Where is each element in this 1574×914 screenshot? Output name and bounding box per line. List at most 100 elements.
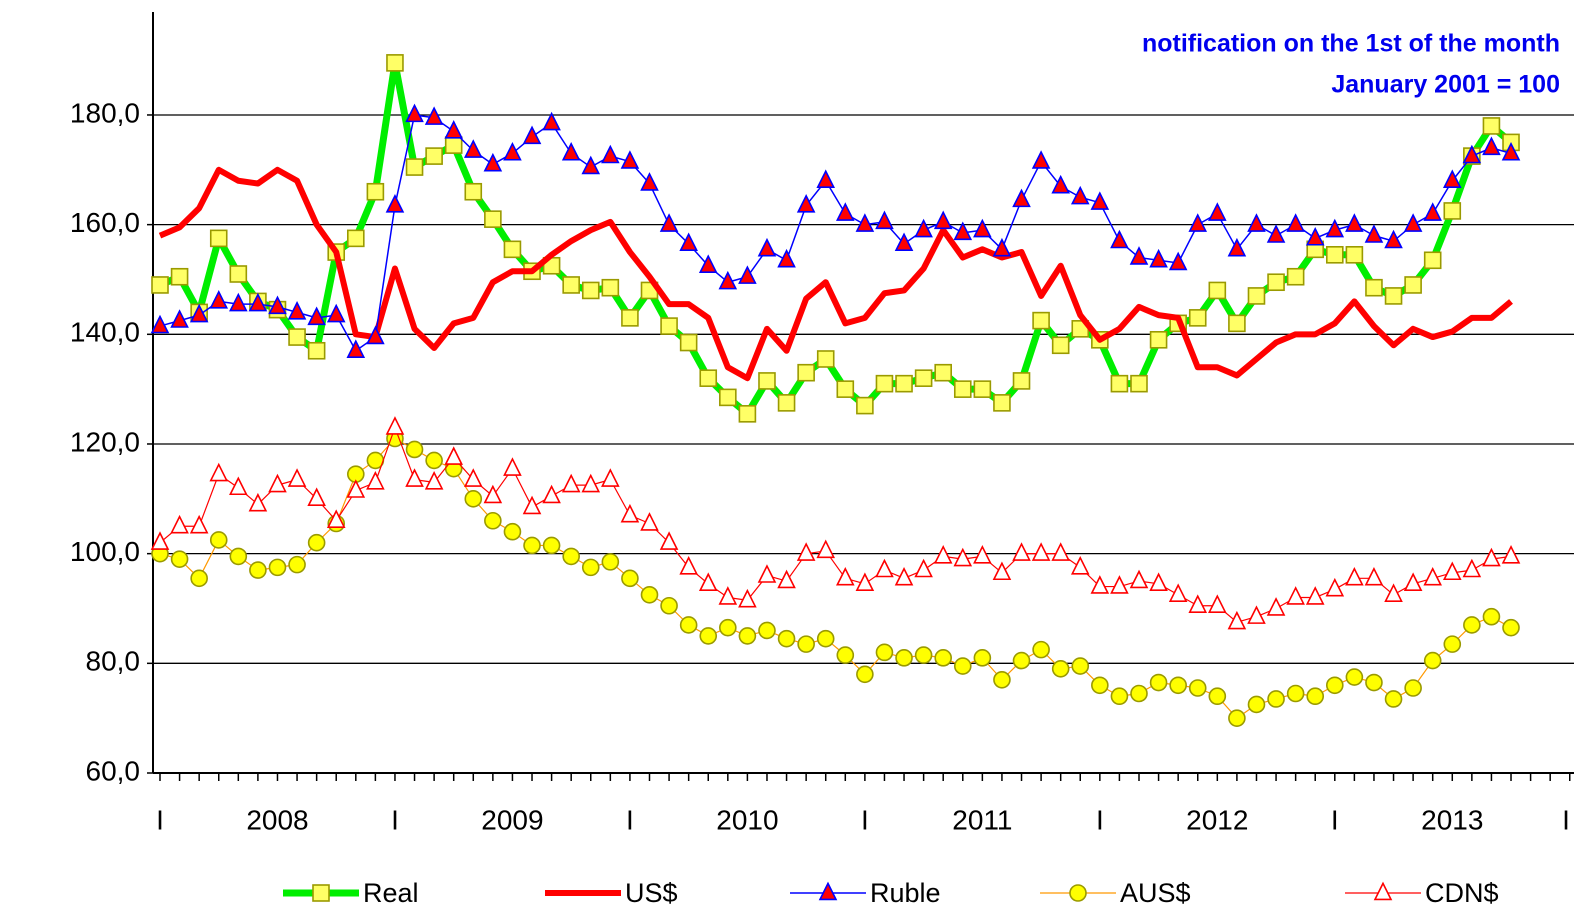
data-point — [1501, 545, 1521, 564]
annotation: January 2001 = 100 — [1331, 71, 1560, 99]
data-point — [660, 596, 678, 615]
data-point — [209, 229, 228, 248]
data-point — [914, 646, 933, 664]
data-point — [620, 150, 640, 169]
data-point — [758, 372, 776, 390]
data-point — [1031, 150, 1051, 169]
data-point — [346, 229, 365, 248]
data-point — [523, 536, 541, 555]
data-point — [1463, 616, 1481, 634]
data-point — [718, 586, 738, 605]
data-point — [973, 380, 992, 398]
data-point — [777, 394, 796, 412]
data-point — [953, 380, 972, 398]
data-point — [346, 339, 366, 358]
data-point — [875, 558, 894, 578]
data-point — [738, 265, 757, 284]
data-point — [993, 394, 1011, 412]
data-point — [1051, 660, 1070, 678]
legend-marker — [312, 884, 330, 902]
y-tick-label: 140,0 — [70, 317, 140, 348]
data-point — [1443, 202, 1462, 220]
legend-marker — [1373, 881, 1393, 901]
data-point — [385, 416, 405, 435]
data-point — [1149, 572, 1168, 592]
data-point — [875, 374, 894, 393]
data-point — [503, 141, 522, 161]
data-point — [464, 182, 483, 201]
data-point — [1326, 676, 1344, 695]
data-point — [542, 536, 561, 555]
data-point — [1149, 673, 1168, 692]
data-point — [1384, 287, 1403, 305]
data-point — [1228, 709, 1246, 727]
x-tick-label: I — [1562, 804, 1570, 835]
data-point — [875, 643, 894, 662]
data-point — [209, 462, 229, 482]
data-point — [1070, 185, 1090, 205]
data-point — [209, 290, 229, 309]
data-point — [699, 627, 718, 645]
data-point — [836, 202, 855, 221]
legend-marker — [1069, 884, 1087, 902]
x-tick-label: 2010 — [716, 804, 778, 835]
data-point — [1286, 684, 1305, 703]
data-point — [1482, 607, 1501, 626]
data-point — [229, 547, 248, 566]
data-point — [170, 267, 189, 286]
data-point — [738, 405, 757, 423]
legend-marker — [818, 881, 838, 901]
data-point — [1286, 267, 1305, 286]
data-point — [1365, 278, 1383, 297]
data-point — [1384, 229, 1403, 249]
data-point — [953, 657, 972, 675]
data-point — [1208, 202, 1227, 221]
data-point — [268, 473, 287, 493]
data-point — [1247, 213, 1266, 232]
data-point — [425, 451, 443, 470]
data-point — [797, 363, 815, 382]
data-point — [1365, 673, 1383, 692]
series-line — [159, 114, 1512, 352]
x-tick-label: 2009 — [481, 804, 543, 835]
annotation: notification on the 1st of the month — [1142, 30, 1560, 58]
data-point — [621, 569, 639, 588]
data-point — [1208, 281, 1227, 300]
data-point — [151, 276, 169, 294]
data-point — [856, 396, 874, 415]
data-point — [855, 572, 875, 592]
data-point — [464, 490, 483, 508]
data-point — [561, 141, 581, 161]
data-point — [1423, 651, 1442, 670]
data-point — [542, 111, 561, 131]
data-point — [620, 503, 640, 523]
data-point — [484, 511, 502, 530]
data-point — [1482, 117, 1501, 135]
data-point — [640, 172, 659, 191]
data-point — [1345, 566, 1364, 586]
data-point — [894, 566, 914, 586]
data-point — [953, 547, 973, 567]
data-point — [933, 545, 953, 564]
data-point — [914, 218, 933, 238]
data-point — [424, 470, 444, 490]
data-point — [816, 169, 836, 188]
data-point — [483, 484, 503, 504]
data-point — [425, 147, 443, 165]
data-point — [1051, 542, 1070, 561]
data-point — [503, 240, 522, 259]
data-point — [816, 350, 835, 368]
data-point — [1482, 136, 1501, 156]
data-point — [444, 136, 463, 154]
data-point — [170, 514, 189, 534]
x-tick-label: I — [626, 804, 634, 835]
data-point — [856, 665, 874, 684]
data-point — [209, 531, 228, 549]
x-tick-label: I — [861, 804, 869, 835]
x-tick-label: 2008 — [246, 804, 308, 835]
x-tick-label: I — [1096, 804, 1104, 835]
data-point — [796, 194, 816, 213]
data-point — [1012, 651, 1031, 670]
data-point — [679, 616, 698, 634]
data-point — [738, 627, 757, 645]
